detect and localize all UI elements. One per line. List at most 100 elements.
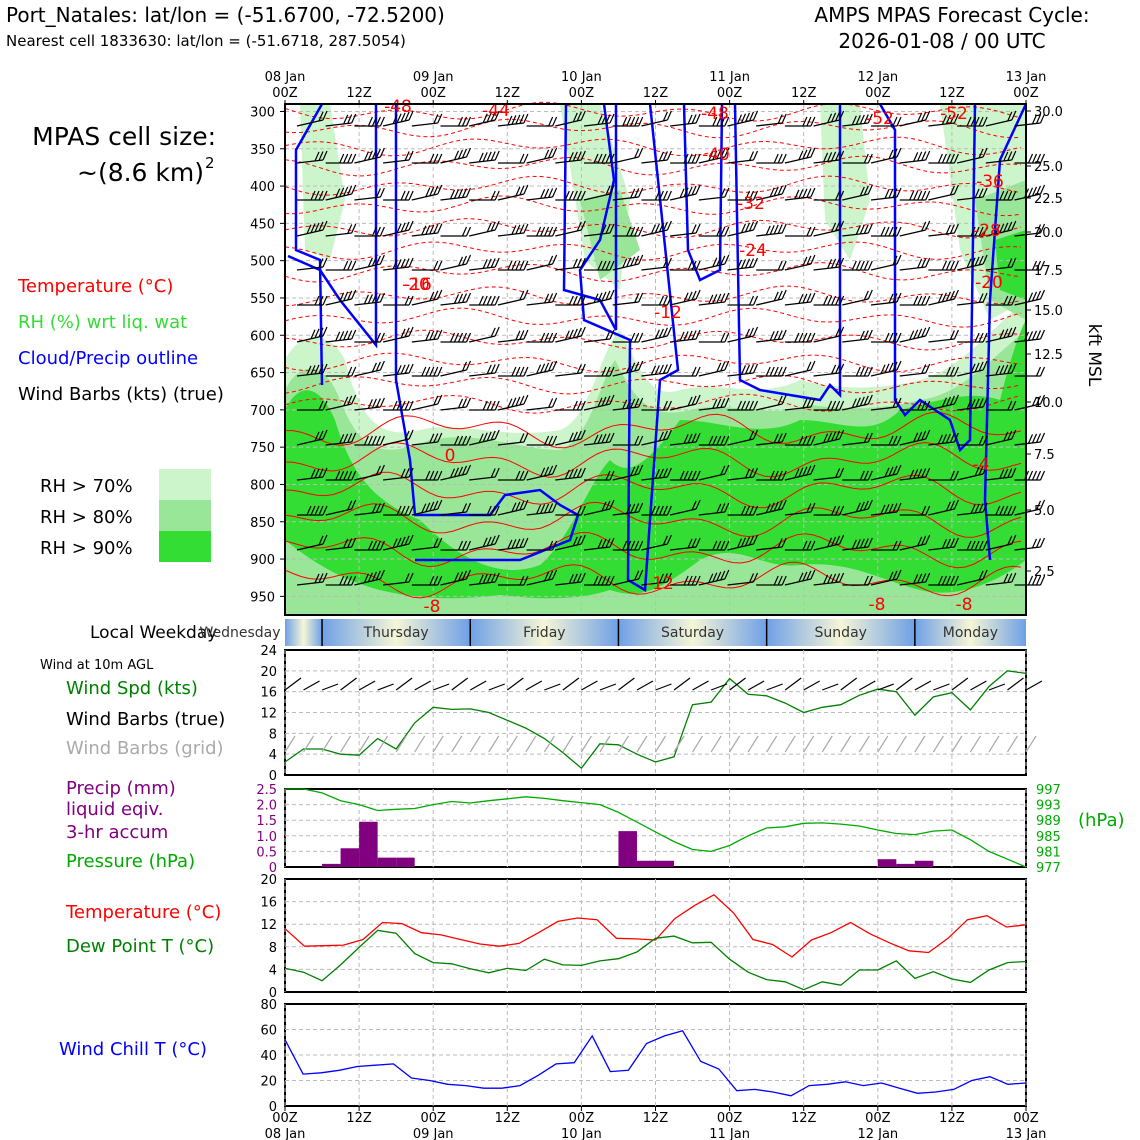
barb-flag <box>859 224 865 235</box>
barb-flag <box>461 540 468 551</box>
barb-flag <box>666 220 672 231</box>
barb-shaft <box>956 369 984 377</box>
barb-shaft <box>325 232 352 237</box>
wind-barb <box>813 326 845 343</box>
barb-shaft <box>928 441 955 446</box>
barb-flag <box>978 540 984 551</box>
barb-flag <box>1039 113 1046 124</box>
barb-flag <box>752 400 759 411</box>
wind-barb <box>440 502 472 516</box>
barb-flag <box>691 366 697 377</box>
barb-flag <box>322 400 328 411</box>
barb-flag <box>1011 220 1017 231</box>
barb-flag <box>724 435 730 446</box>
barb-shaft <box>756 546 783 551</box>
barb-flag <box>465 360 472 371</box>
barb-flag <box>777 500 783 511</box>
wind-barb <box>325 499 357 516</box>
wind-barb <box>641 295 672 306</box>
barb-flag <box>695 575 701 586</box>
barb-flag <box>691 290 697 301</box>
barb-shaft <box>354 511 381 516</box>
barb-flag <box>888 571 894 582</box>
barb-flag <box>515 330 521 341</box>
barb-shaft <box>469 266 496 271</box>
wind-barb <box>641 505 672 516</box>
barb-flag <box>748 151 755 161</box>
barb-shaft <box>641 372 668 377</box>
barb-flag <box>425 366 431 377</box>
kft-tick-label: 12.5 <box>1034 348 1063 363</box>
barb-flag <box>999 223 1005 234</box>
barb-shaft <box>842 232 869 237</box>
barb-flag <box>482 574 488 584</box>
barb-shaft <box>756 338 783 343</box>
barb-flag <box>896 116 902 127</box>
wind-barb <box>383 572 414 586</box>
barb-shaft <box>899 476 926 481</box>
wind-barb <box>526 254 558 271</box>
barb-shaft <box>784 156 812 164</box>
wind-barb <box>698 332 730 343</box>
barb-flag <box>666 110 672 121</box>
panel-ytick-label: 40 <box>260 1049 277 1064</box>
barb-flag <box>634 148 640 159</box>
barb-flag <box>982 292 988 303</box>
wind-barb <box>813 467 845 481</box>
barb-flag <box>925 190 931 201</box>
barb-flag <box>913 190 919 201</box>
barb-flag <box>371 540 377 551</box>
wind-barb <box>497 184 529 201</box>
barb-shaft <box>870 156 898 164</box>
wind-barb <box>870 147 902 164</box>
barb-shaft <box>641 229 668 237</box>
barb-shaft <box>526 406 553 411</box>
pressure-tick-label: 800 <box>250 478 275 493</box>
barb-flag <box>544 188 550 199</box>
wind-barb <box>411 184 443 201</box>
barb-flag <box>1035 538 1042 548</box>
barb-shaft <box>928 338 955 343</box>
barb-shaft <box>411 403 438 411</box>
wind-barb <box>727 505 759 516</box>
barb-flag <box>347 470 353 481</box>
barb-shaft <box>784 263 812 271</box>
wind-barb <box>555 400 586 411</box>
barb-flag <box>1027 292 1034 303</box>
barb-flag <box>465 116 472 127</box>
barb-shaft <box>813 543 840 551</box>
barb-flag <box>568 329 574 340</box>
barb-shaft <box>526 473 553 481</box>
barb-shaft <box>583 403 611 411</box>
barb-flag <box>1039 260 1046 271</box>
barb-flag <box>634 503 640 513</box>
barb-flag <box>379 292 385 303</box>
barb-flag <box>552 569 558 580</box>
barb-flag <box>867 113 873 124</box>
wind-barb <box>698 226 730 237</box>
grid-wind-barb <box>951 735 963 753</box>
barb-flag <box>367 435 373 446</box>
barb-flag <box>638 540 644 551</box>
pressure-tick-label: 700 <box>250 404 275 419</box>
wind-barb <box>555 257 586 271</box>
barb-flag <box>773 501 779 512</box>
barb-flag <box>978 465 984 476</box>
barb-flag <box>540 363 546 374</box>
panel-ytick-label: 80 <box>260 998 277 1013</box>
barb-flag <box>810 569 816 580</box>
barb-flag <box>941 153 947 164</box>
barb-flag <box>429 330 435 341</box>
grid-wind-barb <box>858 735 870 753</box>
wind-barb <box>555 150 586 164</box>
barb-flag <box>576 258 582 268</box>
barb-flag <box>379 332 385 343</box>
wind-barb <box>1014 223 1046 237</box>
barb-flag <box>835 221 841 232</box>
barb-flag <box>810 116 816 127</box>
barb-flag <box>748 327 755 338</box>
wind-barb <box>1014 113 1046 127</box>
wind-barb <box>698 116 730 127</box>
barb-shaft <box>870 301 898 306</box>
barb-flag <box>429 433 435 444</box>
